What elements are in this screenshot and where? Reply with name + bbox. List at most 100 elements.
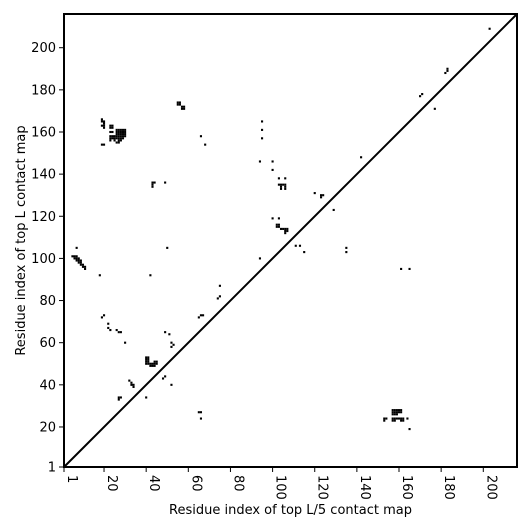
contact-point — [286, 227, 289, 230]
contact-point — [277, 217, 280, 220]
contact-point — [199, 135, 203, 138]
y-tick-label: 80 — [39, 294, 56, 309]
contact-point — [79, 263, 82, 266]
contact-point — [115, 141, 118, 144]
contact-point — [151, 185, 154, 188]
contact-point — [75, 255, 78, 258]
contact-point — [147, 360, 150, 363]
contact-point — [271, 160, 274, 163]
contact-point — [164, 331, 167, 334]
contact-point — [77, 259, 80, 262]
contact-point — [180, 105, 184, 108]
contact-point — [271, 168, 274, 171]
contact-point — [433, 107, 436, 110]
contact-point — [199, 411, 203, 414]
contact-point — [393, 419, 396, 422]
contact-point — [446, 69, 449, 72]
contact-point — [121, 130, 125, 134]
contact-point — [113, 139, 116, 142]
x-axis-label: Residue index of top L/5 contact map — [169, 503, 412, 518]
contact-point — [124, 135, 127, 138]
contact-point — [117, 137, 120, 140]
contact-point — [397, 417, 401, 420]
contact-point — [385, 417, 388, 420]
contact-point — [153, 360, 156, 363]
contact-point — [73, 257, 76, 260]
contact-point — [151, 362, 154, 365]
contact-point — [419, 95, 422, 98]
x-tick-label: 120 — [315, 475, 330, 500]
contact-point — [284, 227, 287, 230]
contact-point — [117, 128, 120, 131]
contact-point — [261, 128, 264, 131]
contact-point — [277, 177, 280, 180]
contact-point — [117, 130, 120, 134]
contact-point — [282, 227, 285, 230]
contact-point — [391, 413, 394, 416]
x-tick-label: 140 — [357, 475, 372, 500]
contact-point — [298, 244, 302, 247]
contact-point — [121, 128, 125, 131]
contact-point — [393, 413, 396, 416]
contact-point — [130, 383, 133, 386]
contact-point — [124, 341, 127, 344]
contact-point — [178, 103, 181, 106]
contact-point — [107, 326, 110, 329]
contact-point — [197, 316, 200, 319]
contact-point — [284, 232, 287, 235]
contact-point — [75, 257, 78, 260]
plot-frame — [63, 13, 518, 468]
x-tick-label: 80 — [230, 475, 245, 492]
contact-point — [71, 255, 74, 258]
x-axis-ticks: 1 20 40 60 80 100 120 140 160 180 200 — [63, 467, 498, 500]
contact-point — [258, 257, 262, 260]
contact-point — [121, 137, 125, 140]
contact-point — [218, 284, 221, 287]
contact-point — [117, 396, 120, 399]
contact-point — [395, 411, 398, 414]
contact-point — [322, 194, 325, 197]
contact-point — [102, 122, 106, 125]
contact-point — [84, 265, 87, 268]
contact-point — [113, 135, 116, 138]
contact-point — [81, 265, 85, 268]
contact-point — [393, 409, 396, 412]
contact-point — [408, 267, 411, 270]
contact-point — [115, 328, 118, 332]
contact-point — [117, 141, 120, 144]
contact-point — [145, 356, 148, 359]
contact-point — [197, 411, 200, 414]
contact-point — [277, 225, 280, 228]
contact-point — [117, 135, 120, 138]
contact-point — [119, 396, 122, 399]
y-tick-label: 100 — [31, 252, 56, 267]
contact-point — [168, 333, 171, 336]
contact-point — [395, 409, 398, 412]
contact-point — [332, 208, 335, 212]
contact-point — [199, 417, 203, 420]
contact-point — [115, 135, 118, 138]
y-tick-label: 180 — [31, 83, 56, 98]
contact-point — [117, 398, 120, 401]
contact-point — [109, 137, 112, 140]
contact-point — [109, 130, 112, 134]
contact-point — [119, 331, 122, 334]
contact-point — [166, 246, 169, 249]
contact-point — [124, 128, 127, 131]
contact-point — [77, 257, 80, 260]
contact-point — [81, 263, 85, 266]
contact-point — [107, 322, 110, 325]
contact-point — [119, 139, 122, 142]
contact-point — [79, 259, 82, 262]
x-tick-label: 60 — [188, 475, 203, 492]
contact-point — [121, 133, 125, 136]
contact-point — [132, 383, 135, 386]
contact-point — [75, 259, 78, 262]
contact-point — [119, 135, 122, 138]
contact-point — [279, 187, 283, 190]
contact-point — [178, 101, 181, 104]
contact-point — [170, 383, 173, 386]
contact-point — [115, 137, 118, 140]
contact-point — [100, 124, 103, 127]
